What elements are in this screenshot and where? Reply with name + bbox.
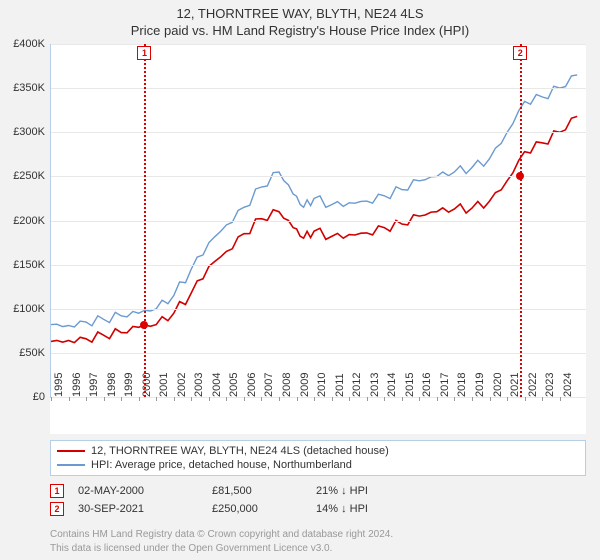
event-delta: 14% ↓ HPI <box>316 503 368 515</box>
event-dot-icon <box>140 321 148 329</box>
event-marker-icon: 2 <box>513 46 527 60</box>
legend-item: 12, THORNTREE WAY, BLYTH, NE24 4LS (deta… <box>57 444 579 458</box>
y-axis-label: £100K <box>13 303 51 315</box>
y-axis-label: £300K <box>13 126 51 138</box>
footer-attribution: Contains HM Land Registry data © Crown c… <box>50 528 586 555</box>
event-date: 30-SEP-2021 <box>78 503 198 515</box>
event-dot-icon <box>516 172 524 180</box>
figure: 12, THORNTREE WAY, BLYTH, NE24 4LS Price… <box>0 0 600 560</box>
chart-area: £0£50K£100K£150K£200K£250K£300K£350K£400… <box>50 44 586 434</box>
legend-swatch <box>57 464 85 466</box>
legend-item: HPI: Average price, detached house, Nort… <box>57 458 579 472</box>
plot-region: £0£50K£100K£150K£200K£250K£300K£350K£400… <box>50 44 586 398</box>
legend: 12, THORNTREE WAY, BLYTH, NE24 4LS (deta… <box>50 440 586 476</box>
x-axis-label: 2024 <box>546 373 574 397</box>
event-row: 2 30-SEP-2021 £250,000 14% ↓ HPI <box>50 500 586 518</box>
event-marker-icon: 1 <box>50 484 64 498</box>
event-marker-icon: 1 <box>137 46 151 60</box>
event-price: £250,000 <box>212 503 302 515</box>
y-axis-label: £50K <box>19 347 51 359</box>
y-axis-label: £200K <box>13 215 51 227</box>
legend-swatch <box>57 450 85 452</box>
event-delta: 21% ↓ HPI <box>316 485 368 497</box>
footer-line: Contains HM Land Registry data © Crown c… <box>50 528 586 542</box>
y-axis-label: £400K <box>13 38 51 50</box>
footer-line: This data is licensed under the Open Gov… <box>50 542 586 556</box>
legend-label: 12, THORNTREE WAY, BLYTH, NE24 4LS (deta… <box>91 445 389 457</box>
y-axis-label: £350K <box>13 82 51 94</box>
event-notes: 1 02-MAY-2000 £81,500 21% ↓ HPI 2 30-SEP… <box>50 482 586 518</box>
legend-label: HPI: Average price, detached house, Nort… <box>91 459 352 471</box>
chart-title: 12, THORNTREE WAY, BLYTH, NE24 4LS <box>8 6 592 21</box>
event-price: £81,500 <box>212 485 302 497</box>
chart-subtitle: Price paid vs. HM Land Registry's House … <box>8 23 592 38</box>
y-axis-label: £150K <box>13 259 51 271</box>
event-date: 02-MAY-2000 <box>78 485 198 497</box>
event-marker-icon: 2 <box>50 502 64 516</box>
event-row: 1 02-MAY-2000 £81,500 21% ↓ HPI <box>50 482 586 500</box>
y-axis-label: £250K <box>13 170 51 182</box>
